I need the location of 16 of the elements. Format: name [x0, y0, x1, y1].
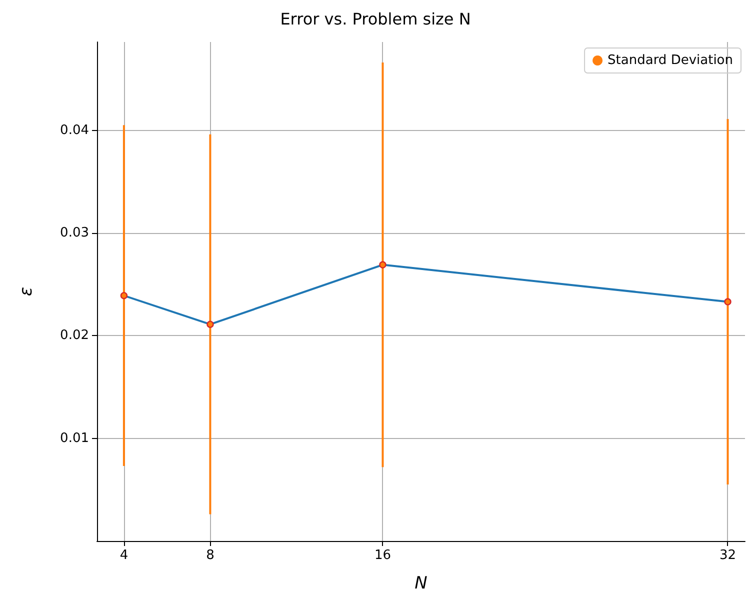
y-tick-label: 0.03 [60, 225, 89, 240]
chart-title: Error vs. Problem size N [280, 10, 471, 28]
y-axis-title: ε [16, 286, 36, 296]
x-tick-label: 32 [719, 548, 736, 563]
point [120, 292, 128, 300]
x-tick-label: 8 [206, 548, 214, 563]
y-tick-label: 0.01 [60, 430, 89, 446]
point [724, 298, 732, 306]
x-tick-label: 16 [374, 548, 391, 563]
y-tick-label: 0.02 [60, 328, 89, 344]
point [206, 320, 214, 328]
x-axis-title: N [414, 574, 428, 594]
y-tick-label: 0.04 [60, 122, 89, 138]
point [379, 261, 386, 268]
legend-label: Standard Deviation [608, 53, 734, 68]
x-tick-label: 4 [120, 548, 128, 563]
